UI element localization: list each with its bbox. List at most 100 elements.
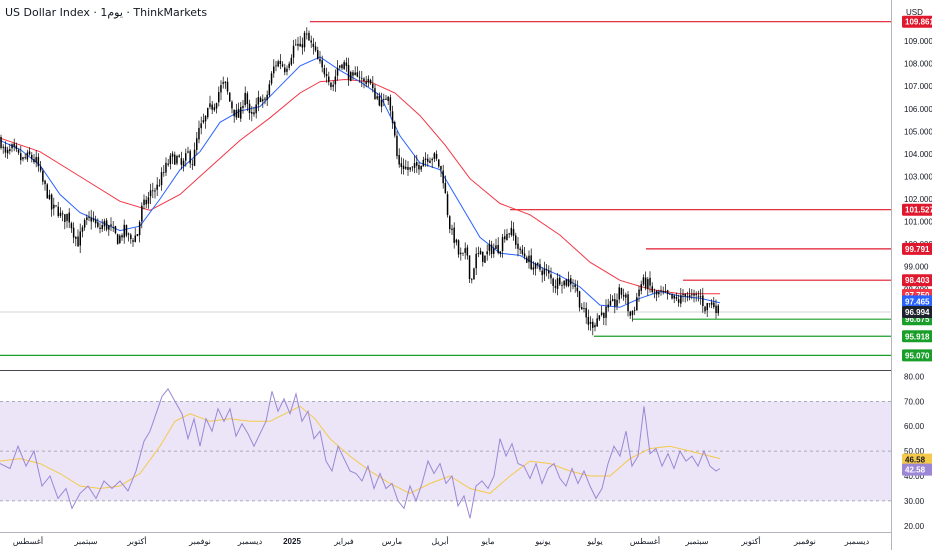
candle-body (677, 299, 680, 303)
candle-body (310, 40, 312, 43)
candle-body (504, 236, 506, 240)
candle-body (702, 295, 704, 306)
candle-body (488, 244, 491, 251)
candle-body (510, 227, 513, 235)
candle-body (537, 263, 539, 265)
candle-body (101, 225, 103, 229)
rsi-band-layer (0, 311, 891, 502)
candle-body (655, 290, 658, 295)
time-axis-label: سبتمبر (685, 537, 709, 546)
candle-body (187, 151, 189, 153)
symbol-title[interactable]: US Dollar Index · يوم1 · ThinkMarkets (5, 6, 208, 19)
candle-body (407, 167, 409, 170)
candle-body (671, 293, 673, 299)
candle-body (83, 220, 86, 228)
rsi_ma-value-tag-box (902, 453, 932, 466)
candle-body (226, 81, 229, 92)
time-axis-label: أكتوبر (740, 535, 760, 546)
candle-body (495, 245, 497, 249)
price-axis-tick-label: 106.000 (904, 105, 932, 114)
candle-body (647, 279, 649, 289)
candle-body (22, 157, 24, 160)
candle-body (169, 155, 172, 164)
candle-body (57, 206, 59, 216)
candle-body (691, 294, 693, 296)
candle-body (178, 155, 180, 157)
candle-body (200, 123, 202, 129)
candle-body (710, 302, 713, 305)
candle-body (506, 234, 508, 240)
candle-body (598, 315, 601, 320)
rsi-axis-tick-label: 60.00 (904, 422, 925, 431)
time-axis-label: ديسمبر (237, 537, 263, 546)
candle-body (242, 106, 244, 108)
candle-body (548, 270, 550, 274)
candle-body (614, 299, 616, 307)
candle-body (64, 214, 66, 222)
candle-body (435, 153, 438, 159)
time-axis-label: نوفمبر (188, 537, 211, 546)
candle-body (627, 294, 629, 312)
moving-average-layer (0, 56, 721, 308)
candle-body (636, 297, 638, 311)
candle-body (354, 72, 356, 76)
candle-body (545, 269, 548, 271)
candle-body (572, 285, 574, 287)
candle-body (589, 321, 592, 324)
candle-body (653, 291, 656, 293)
candle-body (97, 222, 99, 227)
candle-body (457, 240, 460, 255)
candle-body (594, 325, 596, 328)
candle-body (565, 279, 568, 286)
candle-body (438, 159, 440, 167)
candle-body (81, 227, 84, 232)
candle-body (158, 185, 161, 187)
rsi-axis-tick-label: 40.00 (904, 472, 925, 481)
candle-body (295, 44, 297, 46)
candle-body (453, 227, 455, 243)
candle-body (270, 73, 273, 84)
candle-body (255, 104, 257, 114)
candle-body (290, 57, 293, 65)
candle-body (440, 166, 442, 170)
candle-body (466, 247, 469, 256)
candle-body (281, 64, 284, 67)
candle-body (257, 97, 260, 105)
resistance-level-tag-box (902, 203, 932, 216)
candle-body (556, 278, 559, 289)
candle-body (171, 153, 174, 157)
candle-body (160, 172, 163, 186)
candle-body (479, 250, 482, 255)
candle-body (462, 252, 464, 254)
candle-body (526, 257, 528, 263)
time-axis[interactable]: أغسطس سبتمبر أكتوبر نوفمبر ديسمبر 2025 فبراير م… (13, 535, 870, 546)
price-axis[interactable]: 109.000 108.000 107.000 106.000 105.000 104.0… (904, 37, 932, 531)
candle-body (620, 287, 623, 295)
candle-body (70, 223, 73, 229)
candle-body (631, 311, 634, 316)
candle-body (363, 78, 365, 82)
candle-body (704, 306, 706, 312)
price-tags-layer: 109.861 101.527 99.791 98.403 96.675 95.918 95… (902, 15, 932, 476)
price-axis-tick-label: 102.000 (904, 195, 932, 204)
candle-body (387, 96, 389, 101)
candle-body (664, 291, 667, 292)
candle-body (699, 296, 702, 298)
time-axis-label: فبراير (333, 537, 354, 546)
candle-body (180, 158, 183, 165)
candle-body (534, 263, 537, 269)
candle-body (220, 85, 222, 93)
ema_fast-price-tag-box (902, 295, 932, 308)
candle-body (286, 68, 288, 72)
rsi-line (0, 388, 721, 519)
price-axis-tick-label: 107.000 (904, 82, 932, 91)
candle-body (147, 197, 150, 204)
candle-body (50, 194, 53, 210)
candle-body (611, 299, 614, 302)
candle-body (675, 296, 678, 299)
candle-body (446, 194, 449, 215)
candle-body (559, 277, 561, 285)
candle-body (92, 218, 95, 221)
candle-body (352, 72, 354, 76)
